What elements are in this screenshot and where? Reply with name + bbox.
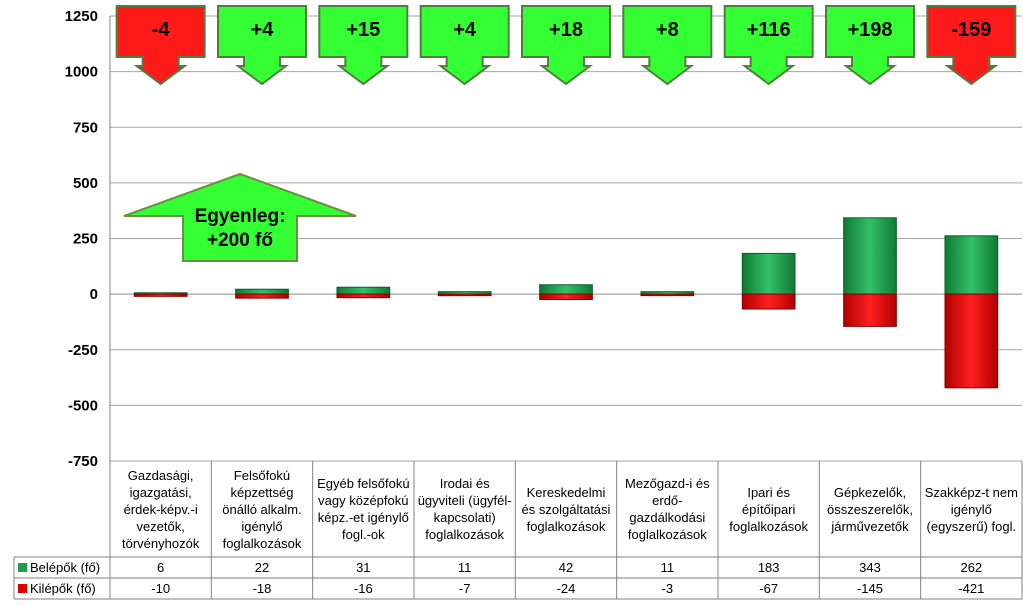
bar-out bbox=[843, 293, 897, 327]
legend-swatch bbox=[18, 563, 27, 572]
difference-label: +4 bbox=[251, 19, 275, 41]
y-tick-label: -250 bbox=[68, 342, 98, 359]
difference-arrow bbox=[115, 5, 206, 86]
legend-entry: Kilépők (fő) bbox=[14, 578, 110, 599]
difference-arrow bbox=[825, 5, 915, 86]
bar-in bbox=[235, 288, 289, 295]
y-tick-label: 1000 bbox=[65, 64, 98, 81]
table-cell-in: 262 bbox=[960, 560, 983, 575]
difference-label: -159 bbox=[951, 19, 991, 41]
y-tick-label: 750 bbox=[73, 119, 98, 136]
table-cell-out: -7 bbox=[458, 581, 471, 596]
y-tick-label: 0 bbox=[90, 286, 98, 303]
table-cell-in: 343 bbox=[859, 560, 881, 575]
category-label: Ipari és építőipari foglalkozások bbox=[729, 484, 809, 534]
bar-out bbox=[539, 293, 593, 300]
bar-out bbox=[235, 293, 289, 299]
category-label: Irodai és ügyviteli (ügyfél-kapcsolati) … bbox=[417, 476, 512, 542]
table-cell-in: 11 bbox=[457, 560, 472, 575]
table-cell-in: 42 bbox=[558, 560, 574, 575]
legend-label: Kilépők (fő) bbox=[30, 581, 96, 596]
bar-in bbox=[843, 217, 897, 295]
bar-in bbox=[539, 284, 593, 295]
y-axis-ticks: 1250 1000 750 500 250 0 -250 -500 -750 bbox=[65, 8, 98, 470]
legend-entry: Belépők (fő) bbox=[14, 557, 110, 578]
difference-arrow bbox=[622, 5, 713, 86]
difference-label: +198 bbox=[847, 19, 892, 41]
data-table-lines bbox=[13, 461, 1023, 600]
table-cell-in: 6 bbox=[157, 560, 165, 575]
bar-in bbox=[336, 286, 391, 295]
category-label: Kereskedelmi és szolgáltatási foglalkozá… bbox=[521, 484, 611, 534]
bar-in bbox=[741, 252, 796, 295]
bar-out bbox=[640, 293, 695, 297]
bar-in bbox=[944, 235, 999, 295]
y-tick-label: 250 bbox=[73, 231, 98, 248]
difference-arrow bbox=[419, 5, 510, 86]
difference-arrow bbox=[723, 5, 814, 86]
bar-out bbox=[944, 293, 999, 389]
table-cell-out: -18 bbox=[252, 581, 272, 596]
category-label: Gazdasági, igazgatási, érdek-képv.-i vez… bbox=[122, 467, 200, 551]
bar-out bbox=[741, 293, 796, 310]
difference-arrows: -4 +4 +15 +4 +18 +8 +116 +198 -159 bbox=[115, 5, 1017, 86]
category-label: Szakképz-t nem igénylő (egyszerű) fogl. bbox=[924, 484, 1018, 534]
legend-label: Belépők (fő) bbox=[30, 560, 101, 575]
balance-label-line2: +200 fő bbox=[207, 230, 273, 251]
category-label: Egyéb felsőfokú vagy középfokú képz.-et … bbox=[317, 476, 410, 542]
y-tick-label: -500 bbox=[68, 397, 98, 414]
table-cell-in: 22 bbox=[254, 560, 270, 575]
difference-label: +116 bbox=[747, 19, 791, 41]
table-cell-out: -67 bbox=[759, 581, 779, 596]
table-cell-out: -10 bbox=[151, 581, 171, 596]
y-tick-label: 1250 bbox=[65, 8, 98, 25]
bars bbox=[133, 217, 999, 389]
table-cell-out: -421 bbox=[958, 581, 985, 596]
bar-out bbox=[437, 293, 492, 297]
category-label: Felsőfokú képzettség önálló alkalm. igén… bbox=[222, 467, 302, 551]
table-cell-out: -145 bbox=[856, 581, 883, 596]
difference-label: -4 bbox=[152, 19, 171, 41]
balance-arrow-shape bbox=[123, 172, 357, 262]
difference-arrow bbox=[521, 5, 611, 86]
difference-arrow bbox=[926, 5, 1017, 86]
y-tick-label: -750 bbox=[68, 453, 98, 470]
balance-label-line1: Egyenleg: bbox=[195, 206, 286, 227]
table-cell-out: -24 bbox=[556, 581, 576, 596]
y-tick-label: 500 bbox=[73, 175, 98, 192]
balance-arrow: Egyenleg: +200 fő bbox=[123, 172, 357, 262]
table-cell-in: 183 bbox=[757, 560, 780, 575]
difference-label: +8 bbox=[656, 19, 679, 41]
difference-label: +18 bbox=[549, 19, 583, 41]
table-cell-out: -3 bbox=[661, 581, 674, 596]
category-label: Gépkezelők, összeszerelők, járművezetők bbox=[827, 484, 913, 534]
bar-out bbox=[133, 293, 188, 297]
difference-label: +15 bbox=[346, 19, 380, 41]
table-cell-out: -16 bbox=[353, 581, 373, 596]
table-cell-in: 31 bbox=[356, 560, 371, 575]
category-label: Mezőgazd-i és erdő-gazdálkodási foglalko… bbox=[625, 476, 710, 542]
table-cell-in: 11 bbox=[660, 560, 675, 575]
difference-arrow bbox=[318, 5, 409, 86]
legend-swatch bbox=[18, 584, 27, 593]
bar-out bbox=[336, 293, 391, 299]
difference-arrow bbox=[217, 5, 307, 86]
difference-label: +4 bbox=[453, 19, 477, 41]
